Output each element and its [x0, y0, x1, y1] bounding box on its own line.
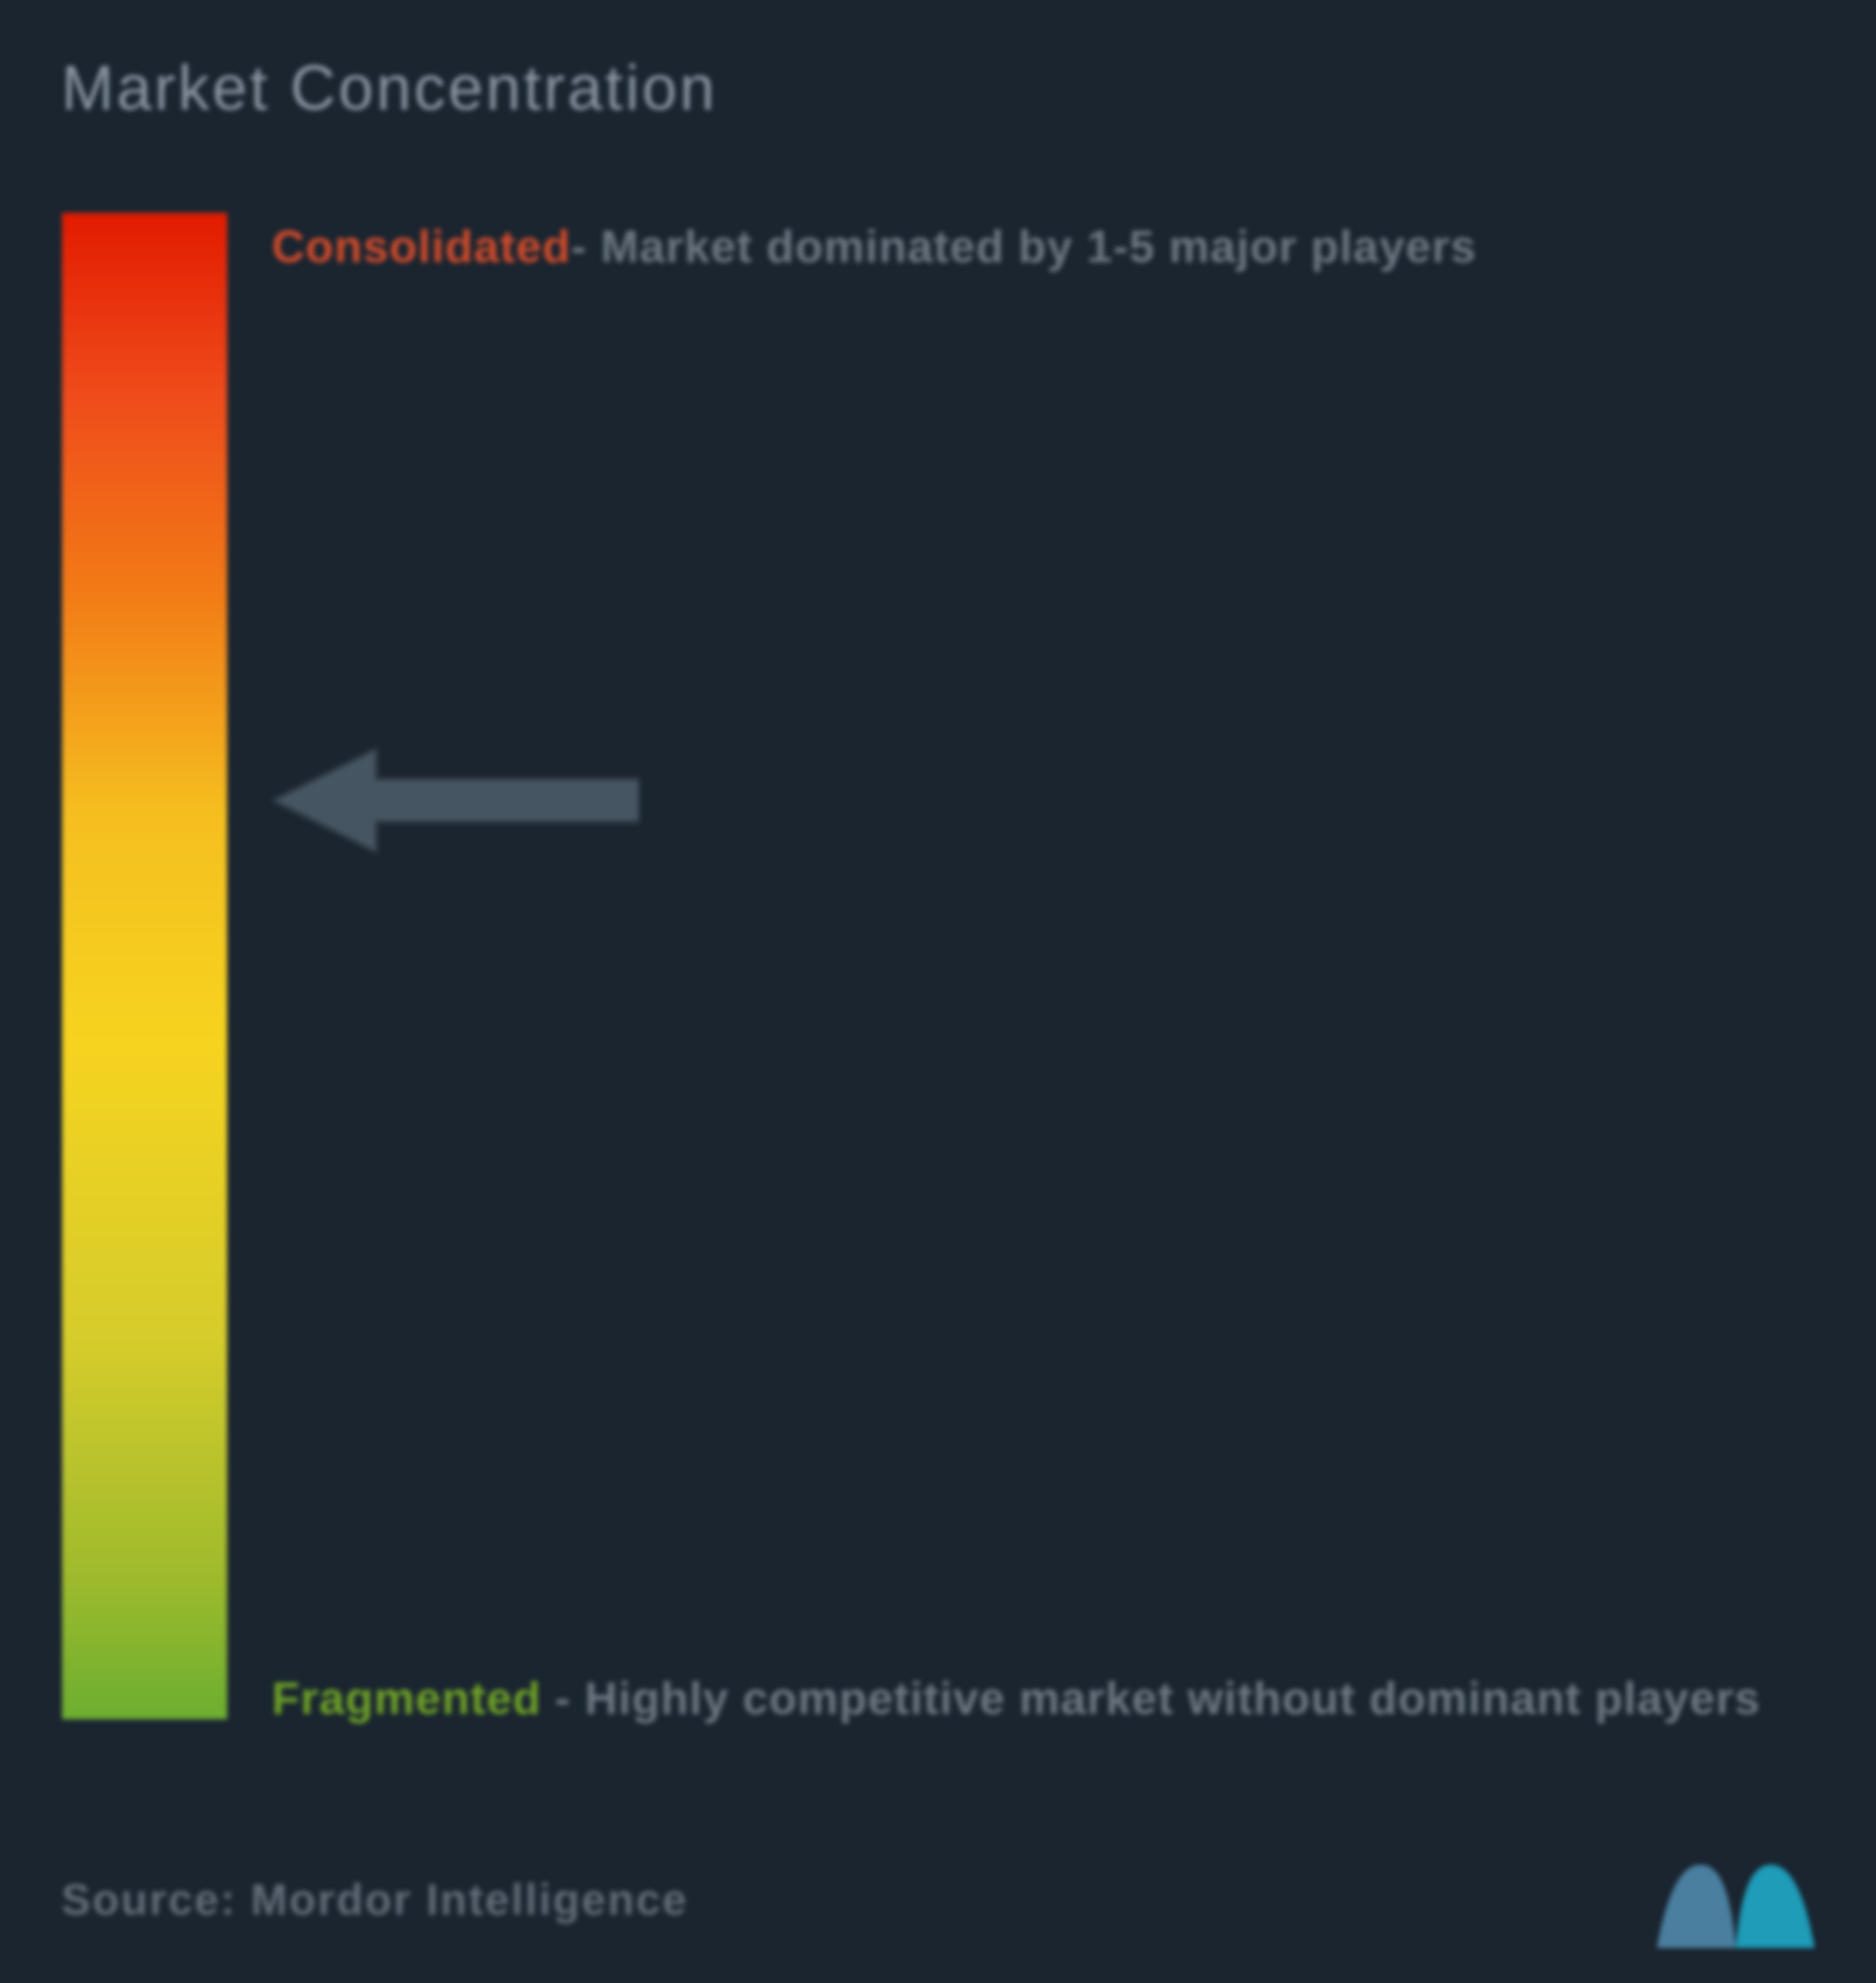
- logo-icon: [1657, 1852, 1815, 1948]
- chart-title: Market Concentration: [61, 53, 1815, 124]
- footer: Source: Mordor Intelligence: [61, 1852, 1815, 1948]
- fragmented-highlight: Fragmented: [272, 1674, 542, 1724]
- brand-logo: [1657, 1852, 1815, 1948]
- fragmented-text: - Highly competitive market without domi…: [542, 1674, 1761, 1724]
- labels-region: Consolidated- Market dominated by 1-5 ma…: [272, 212, 1815, 1746]
- arrow-left-icon: [272, 748, 640, 853]
- fragmented-label: Fragmented - Highly competitive market w…: [272, 1662, 1815, 1738]
- consolidated-text: - Market dominated by 1-5 major players: [571, 222, 1476, 273]
- chart-content: Consolidated- Market dominated by 1-5 ma…: [61, 212, 1815, 1746]
- source-attribution: Source: Mordor Intelligence: [61, 1874, 688, 1925]
- indicator-arrow: [272, 748, 640, 853]
- consolidated-label: Consolidated- Market dominated by 1-5 ma…: [272, 221, 1815, 274]
- concentration-gradient-bar: [61, 212, 228, 1720]
- consolidated-highlight: Consolidated: [272, 222, 571, 273]
- infographic-container: Market Concentration Consolidated- Marke…: [0, 0, 1876, 1983]
